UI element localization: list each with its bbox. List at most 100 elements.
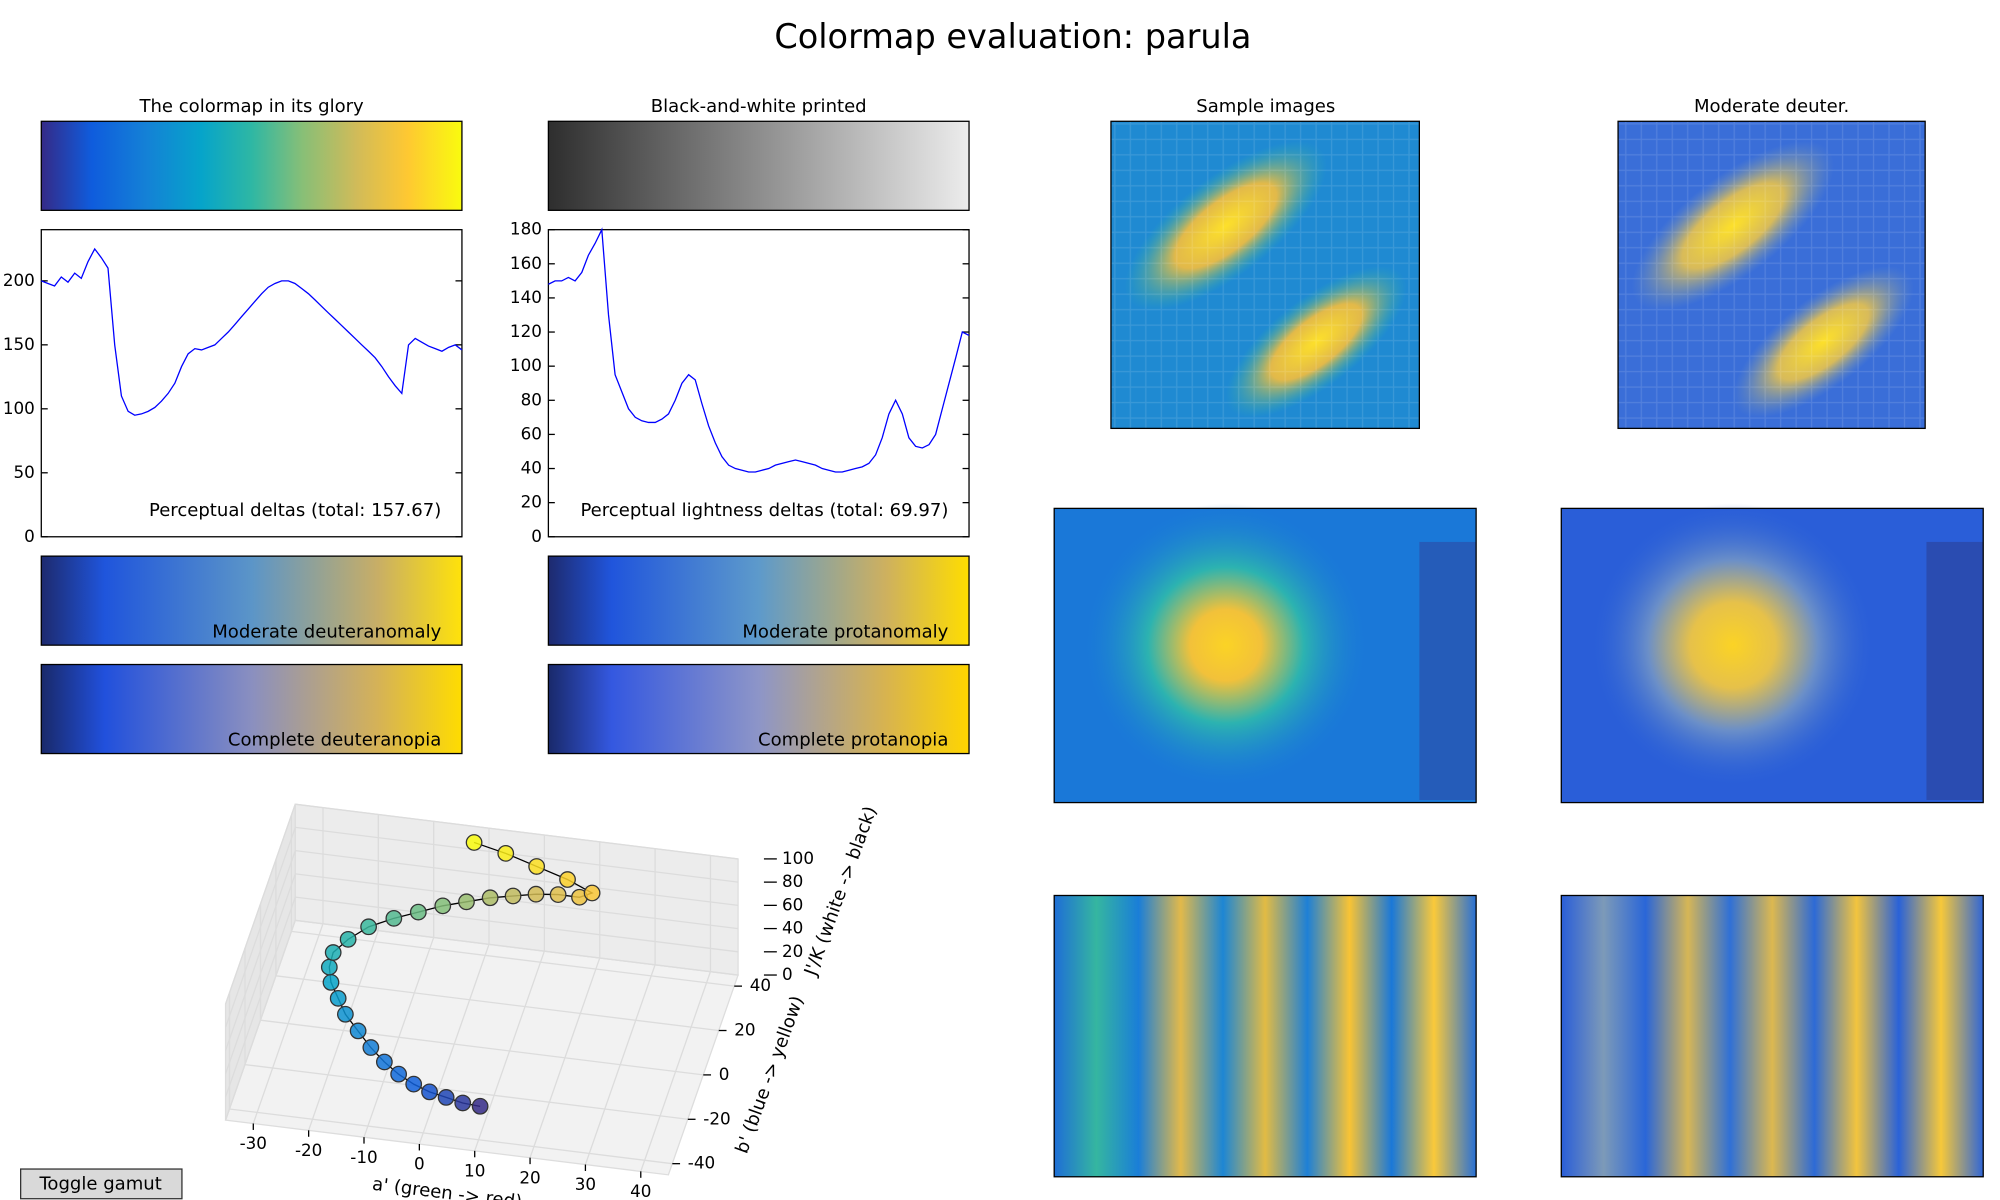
point xyxy=(375,1053,393,1071)
point xyxy=(481,889,499,907)
panel-title: Moderate deuter. xyxy=(1694,96,1849,117)
grid-line xyxy=(225,896,296,1098)
y-tick-label: 40 xyxy=(521,458,542,478)
y-tick-label: 140 xyxy=(510,287,542,307)
y-tick-label: 50 xyxy=(13,462,34,482)
y-tick-label: 0 xyxy=(531,526,542,546)
z-tick-label: 40 xyxy=(782,918,803,938)
point xyxy=(504,887,522,905)
colorbar xyxy=(547,663,970,755)
y-tick-label: 0 xyxy=(24,526,35,546)
y-tick-label: 100 xyxy=(510,355,542,375)
point xyxy=(405,1075,423,1093)
grid-line xyxy=(295,850,739,906)
grid-line xyxy=(295,826,739,883)
z-tick-label: 20 xyxy=(782,941,803,961)
sample-image xyxy=(1110,120,1420,430)
x-axis-label: a' (green -> red) xyxy=(371,1174,523,1200)
toggle-gamut-button[interactable]: Toggle gamut xyxy=(20,1168,183,1200)
figure-title: Colormap evaluation: parula xyxy=(774,17,1251,56)
point xyxy=(549,886,567,903)
point xyxy=(409,903,427,921)
point xyxy=(465,834,483,851)
colorbar xyxy=(547,120,970,211)
x-tick-label: 30 xyxy=(575,1174,596,1194)
y-tick-label: 150 xyxy=(3,334,35,354)
z-tick-label: 100 xyxy=(782,848,814,868)
grid-line xyxy=(225,827,296,1028)
sample-image xyxy=(1617,120,1926,430)
grid-line xyxy=(225,850,296,1051)
z-tick-label: 80 xyxy=(782,871,803,891)
colorbar xyxy=(40,120,463,211)
x-tick-label: 20 xyxy=(519,1167,540,1187)
point xyxy=(320,958,338,976)
point xyxy=(339,930,357,948)
panel-title: Black-and-white printed xyxy=(651,96,867,117)
grid-line xyxy=(225,920,296,1121)
y-tick-label: 0 xyxy=(719,1064,730,1084)
button-label[interactable]: Toggle gamut xyxy=(38,1174,161,1195)
point xyxy=(458,893,475,911)
point xyxy=(322,973,340,991)
y-tick-label: 200 xyxy=(3,270,35,290)
point xyxy=(362,1039,380,1056)
point xyxy=(497,844,515,862)
grid-line xyxy=(225,803,296,1005)
point xyxy=(349,1022,367,1040)
colorbar xyxy=(547,555,970,646)
grid-line xyxy=(291,930,735,987)
y-tick-label: 60 xyxy=(521,423,542,443)
grid-line xyxy=(260,1019,704,1076)
point xyxy=(336,1005,354,1023)
point xyxy=(434,897,452,915)
point xyxy=(390,1065,408,1083)
x-tick-label: 10 xyxy=(464,1160,485,1180)
x-tick-label: 40 xyxy=(630,1181,651,1200)
point xyxy=(329,989,347,1007)
annotation: Perceptual lightness deltas (total: 69.9… xyxy=(580,500,948,521)
plot-frame xyxy=(40,229,463,538)
point xyxy=(324,944,342,961)
grid-line xyxy=(244,1063,688,1120)
y-tick-label: 40 xyxy=(750,975,771,995)
data-line xyxy=(41,247,463,416)
colorbar-label: Complete protanopia xyxy=(758,730,948,751)
y-tick-label: 20 xyxy=(521,492,542,512)
y-axis-label: b' (blue -> yellow) xyxy=(732,993,808,1156)
y-tick-label: -20 xyxy=(703,1108,730,1128)
y-tick-label: 100 xyxy=(3,398,35,418)
point xyxy=(471,1097,489,1115)
colorbar-label: Moderate deuteranomaly xyxy=(212,621,441,642)
button-face[interactable] xyxy=(20,1168,183,1200)
sample-image xyxy=(1053,894,1477,1178)
point xyxy=(559,871,576,888)
colorbar xyxy=(40,663,463,755)
plot-frame xyxy=(547,229,970,538)
data-line xyxy=(548,227,970,473)
colorbar-label: Moderate protanomaly xyxy=(742,621,948,642)
point xyxy=(527,885,545,903)
grid-line xyxy=(275,975,719,1032)
y-tick-label: 80 xyxy=(521,389,542,409)
grid-line xyxy=(229,1108,673,1165)
annotation: Perceptual deltas (total: 157.67) xyxy=(149,500,441,521)
z-axis-label: J'/K (white -> black) xyxy=(800,804,881,980)
sample-image xyxy=(1053,503,1477,804)
sample-image xyxy=(1560,894,1984,1178)
x-tick-label: -20 xyxy=(295,1140,322,1160)
y-tick-label: -40 xyxy=(688,1153,715,1173)
panel-title: Sample images xyxy=(1196,96,1335,117)
z-tick-label: 0 xyxy=(782,964,793,984)
y-tick-label: 20 xyxy=(734,1020,755,1040)
point xyxy=(454,1094,472,1112)
y-tick-label: 160 xyxy=(510,253,542,273)
y-tick-label: 120 xyxy=(510,321,542,341)
grid-line xyxy=(225,873,296,1074)
grid-line xyxy=(295,803,739,860)
x-tick-label: -10 xyxy=(350,1147,377,1167)
point xyxy=(528,858,546,875)
point xyxy=(583,884,601,902)
